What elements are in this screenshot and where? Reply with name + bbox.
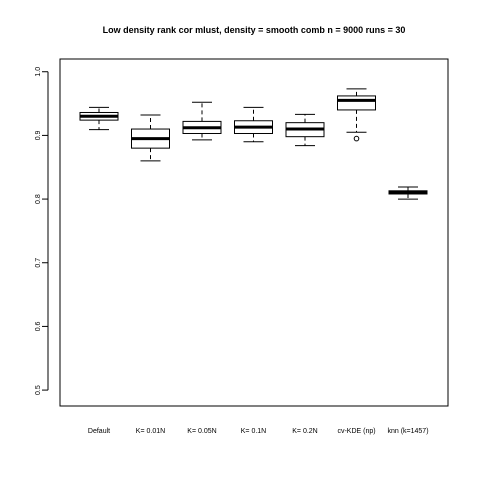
y-axis: 0.5 0.6 0.7 0.8 0.9 1.0: [35, 67, 49, 395]
box-2: [182, 101, 222, 141]
x-tick-label: Default: [88, 428, 110, 435]
box-0: [79, 106, 119, 131]
chart-title: Low density rank cor mlust, density = sm…: [103, 25, 406, 35]
plot-area-frame: [59, 58, 449, 407]
y-tick-label: 0.7: [35, 258, 42, 268]
y-tick-label: 0.5: [35, 385, 42, 395]
x-tick-label: knn (k=1457): [387, 428, 428, 435]
x-tick-label: K= 0.2N: [292, 428, 318, 435]
x-tick-label: K= 0.05N: [187, 428, 216, 435]
y-tick-label: 0.6: [35, 321, 42, 331]
boxes-group: [79, 88, 428, 200]
iqr-box: [337, 95, 376, 111]
box-6: [388, 186, 428, 200]
y-tick-label: 0.9: [35, 130, 42, 140]
x-tick-label: K= 0.1N: [241, 428, 267, 435]
x-axis-labels: Default K= 0.01N K= 0.05N K= 0.1N K= 0.2N cv-…: [88, 428, 429, 435]
x-tick-label: cv-KDE (np): [337, 428, 375, 435]
outlier-point: [353, 135, 360, 142]
y-tick-label: 0.8: [35, 194, 42, 204]
box-1: [131, 114, 170, 162]
box-5: [337, 88, 376, 142]
x-tick-label: K= 0.01N: [136, 428, 165, 435]
box-4: [285, 113, 325, 147]
box-3: [234, 106, 273, 143]
y-tick-label: 1.0: [35, 67, 42, 77]
